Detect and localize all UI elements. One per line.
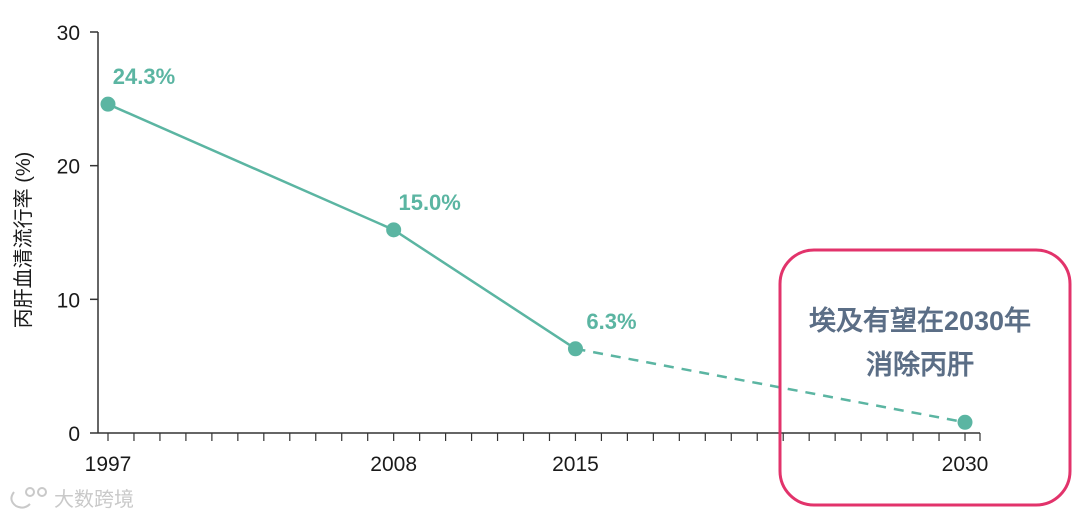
callout-box: 埃及有望在2030年 消除丙肝 (778, 248, 1072, 507)
data-point (100, 96, 116, 112)
y-tick-label: 30 (57, 22, 80, 45)
y-tick-label: 20 (57, 156, 80, 179)
data-label: 24.3% (113, 64, 175, 89)
x-ticks: 1997 2008 2015 2030 (85, 433, 989, 476)
y-ticks: 0 10 20 30 (57, 22, 98, 446)
series-line-projected (575, 347, 966, 424)
x-tick-label: 2015 (552, 453, 599, 476)
y-tick-label: 0 (68, 423, 80, 446)
series-line-actual (107, 103, 577, 350)
y-tick-label: 10 (57, 289, 80, 312)
watermark: 大数跨境 (10, 487, 134, 511)
callout-border (778, 248, 1072, 507)
data-label: 6.3% (586, 309, 636, 334)
callout-line-2: 消除丙肝 (866, 349, 974, 380)
data-label: 15.0% (398, 190, 460, 215)
x-tick-label: 2030 (942, 453, 989, 476)
data-point (567, 341, 583, 357)
data-point (386, 222, 402, 238)
x-tick-label: 1997 (85, 453, 132, 476)
x-tick-label: 2008 (370, 453, 417, 476)
series: 24.3% 15.0% 6.3% (100, 64, 973, 430)
watermark-logo-icon (10, 487, 47, 509)
watermark-text: 大数跨境 (54, 488, 134, 511)
callout-line-1: 埃及有望在2030年 (809, 305, 1031, 336)
data-point (957, 414, 973, 430)
y-axis-label: 丙肝血清流行率 (%) (12, 152, 35, 329)
